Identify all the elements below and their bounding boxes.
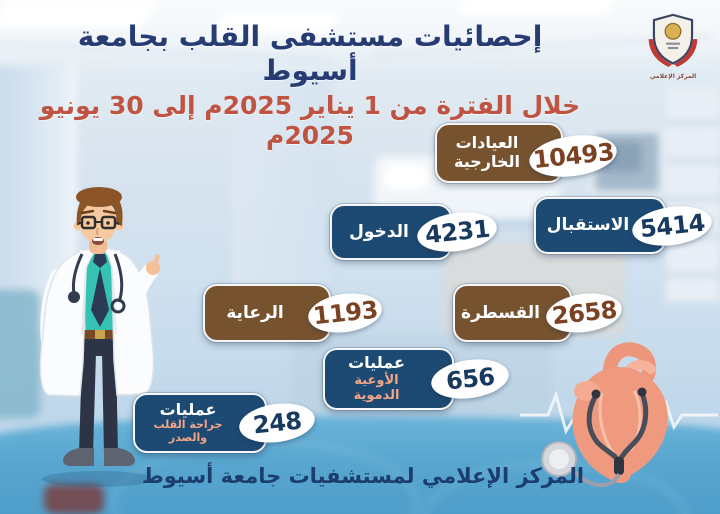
- stat-badge-vascular-operations: عمليات الأوعية الدموية 656: [323, 348, 512, 410]
- stethoscope-tube: [617, 392, 649, 462]
- cabinet-shelf: [666, 87, 720, 302]
- stethoscope-y-piece: [614, 457, 624, 475]
- stat-badge-intensive-care: الرعاية 1193: [203, 284, 385, 342]
- emblem-seal: [664, 22, 682, 40]
- stat-value: 4231: [423, 214, 491, 250]
- stat-value: 2658: [550, 295, 618, 331]
- logo-emblem: [648, 13, 698, 67]
- stat-label-line1: العيادات: [455, 133, 519, 153]
- stat-label-line1: عمليات: [348, 353, 405, 373]
- pants: [82, 334, 116, 356]
- glasses-bridge: [77, 221, 120, 225]
- hair-top: [76, 187, 122, 207]
- pants-leg: [79, 352, 96, 454]
- ceiling-light: [456, 0, 618, 14]
- tie: [91, 268, 109, 327]
- stat-label: الدخول: [349, 221, 409, 242]
- earpiece: [591, 389, 601, 399]
- bed-pillow: [384, 164, 428, 190]
- tie-knot: [93, 254, 107, 268]
- stethoscope-tube: [71, 253, 84, 295]
- stat-value: 656: [444, 362, 496, 396]
- stethoscope-tube: [573, 470, 621, 487]
- stat-badge-reception: الاستقبال 5414: [534, 197, 715, 254]
- belt-buckle: [95, 330, 105, 339]
- coat-left-panel: [39, 247, 100, 397]
- stat-label-line2: جراحة القلب والصدر: [153, 418, 223, 445]
- pants-leg: [102, 352, 118, 454]
- background-object: [44, 484, 104, 514]
- shadow: [42, 471, 154, 487]
- university-logo: المركز الإعلامي: [642, 12, 704, 80]
- collar: [80, 250, 94, 268]
- stat-label-line2: الخارجية: [453, 152, 520, 171]
- stat-label: الرعاية: [226, 302, 284, 323]
- logo-caption: المركز الإعلامي: [649, 73, 697, 80]
- emblem-line: [667, 46, 679, 50]
- stat-value: 1193: [311, 295, 379, 331]
- stat-label-line2: الأوعية الدموية: [353, 373, 400, 404]
- glass-partition: [232, 72, 332, 322]
- page-title: إحصائيات مستشفى القلب بجامعة أسيوط: [77, 20, 543, 87]
- stat-badge-admissions: الدخول 4231: [330, 204, 500, 260]
- stat-badge-outpatient-clinics: العيادات الخارجية 10493: [435, 123, 620, 183]
- chest-piece-inner: [549, 449, 569, 469]
- eye: [106, 221, 110, 225]
- nose: [96, 227, 99, 236]
- stat-value: 248: [251, 406, 303, 440]
- stat-label: الاستقبال: [546, 215, 630, 236]
- stethoscope-tube: [586, 393, 621, 462]
- shoe: [104, 448, 135, 466]
- stat-badge-catheterization: القسطرة 2658: [453, 284, 625, 342]
- stethoscope-chest-piece: [68, 291, 80, 303]
- stat-label: القسطرة: [461, 302, 540, 323]
- heart-detail: [598, 392, 616, 455]
- teeth: [93, 238, 103, 241]
- header: إحصائيات مستشفى القلب بجامعة أسيوط خلال …: [35, 20, 585, 151]
- eyebrows: [80, 209, 117, 215]
- heart-stethoscope-illustration: [520, 342, 718, 487]
- emblem-line: [666, 42, 680, 45]
- doctor-illustration: [39, 187, 160, 487]
- footer-caption: المركز الإعلامي لمستشفيات جامعة أسيوط: [141, 464, 585, 488]
- chair: [0, 290, 40, 418]
- stat-badge-cardiothoracic-surgery: عمليات جراحة القلب والصدر 248: [133, 393, 318, 453]
- stat-value: 5414: [638, 208, 706, 243]
- pointing-finger: [153, 254, 160, 267]
- shoe: [63, 448, 94, 466]
- earpiece: [637, 387, 647, 397]
- right-arm: [114, 264, 158, 299]
- hand-icon: [673, 39, 698, 67]
- eye: [86, 221, 90, 225]
- hand-icon: [648, 39, 673, 67]
- stethoscope-ring: [110, 298, 126, 314]
- lapel-line: [81, 267, 87, 335]
- page-subtitle: خلال الفترة من 1 يناير 2025م إلى 30 يوني…: [39, 91, 581, 151]
- stat-label-line1: عمليات: [159, 399, 217, 419]
- stethoscope-tube: [113, 253, 124, 303]
